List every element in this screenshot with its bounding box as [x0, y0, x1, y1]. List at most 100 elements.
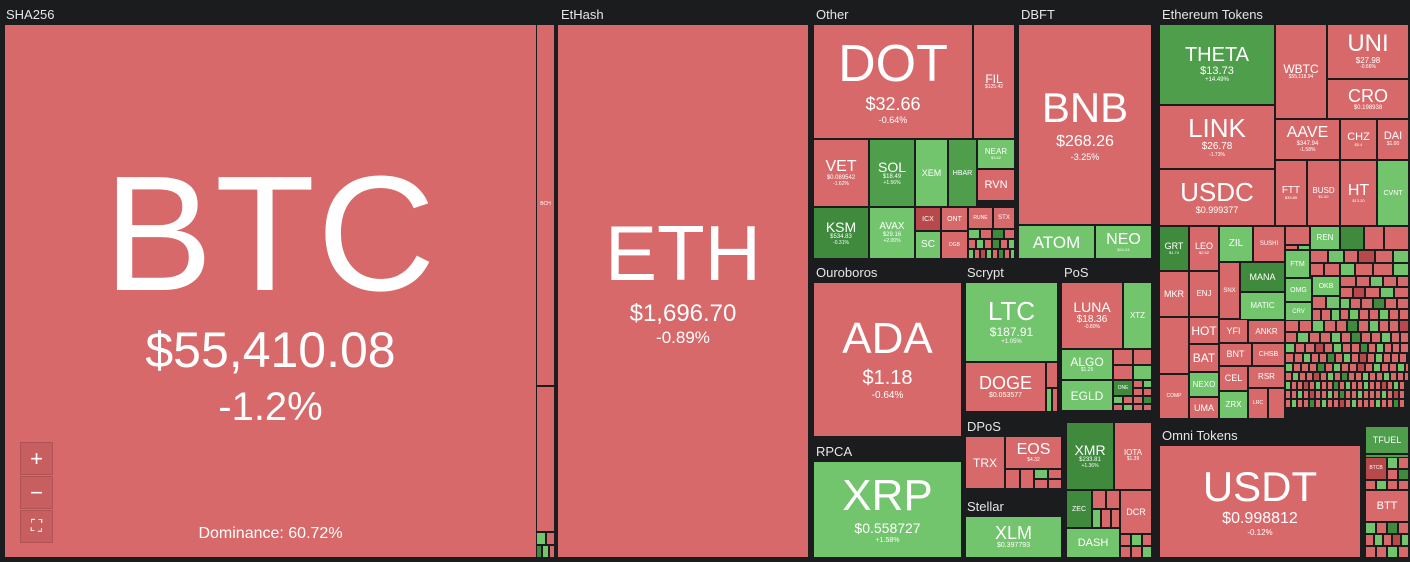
- tile-xtz[interactable]: XTZ: [1123, 282, 1152, 349]
- tile-eth-token-small-5[interactable]: [1159, 317, 1189, 374]
- tile-neo[interactable]: NEO $41.24: [1095, 225, 1152, 259]
- tile-atom[interactable]: ATOM: [1018, 225, 1095, 259]
- tile-iota[interactable]: IOTA $1.39: [1114, 422, 1152, 490]
- tile-usdt[interactable]: USDT $0.998812 -0.12%: [1159, 445, 1361, 558]
- tile-dgb[interactable]: DGB: [941, 231, 968, 259]
- tile-cvnt[interactable]: CVNT: [1377, 160, 1409, 226]
- tile-dot-price: $32.66: [865, 93, 921, 114]
- tile-hbar[interactable]: HBAR: [948, 139, 977, 207]
- tile-ksm[interactable]: KSM $534.83 -0.31%: [813, 207, 869, 259]
- tile-btt[interactable]: BTT: [1365, 490, 1409, 522]
- tile-dai[interactable]: DAI $1.00: [1377, 119, 1409, 160]
- tile-stx[interactable]: STX: [993, 207, 1015, 229]
- tile-dash[interactable]: DASH: [1066, 528, 1120, 558]
- tile-icx[interactable]: ICX: [915, 207, 941, 231]
- tile-lrc[interactable]: LRC: [1248, 388, 1268, 419]
- tile-sc[interactable]: SC: [915, 231, 941, 259]
- tile-vet[interactable]: VET $0.089542 -1.62%: [813, 139, 869, 207]
- tile-bnb[interactable]: BNB $268.26 -3.25%: [1018, 24, 1152, 225]
- tile-eth[interactable]: ETH $1,696.70 -0.89%: [557, 24, 809, 558]
- tile-ont[interactable]: ONT: [941, 207, 968, 231]
- tile-xem[interactable]: XEM: [915, 139, 948, 207]
- tile-btc[interactable]: BTC $55,410.08 -1.2% Dominance: 60.72%: [4, 24, 537, 558]
- tile-matic[interactable]: MATIC: [1240, 292, 1285, 320]
- tile-near[interactable]: NEAR $3.62: [977, 139, 1015, 169]
- tile-bch[interactable]: BCH: [536, 24, 555, 386]
- tile-tfuel[interactable]: TFUEL: [1365, 426, 1409, 454]
- tile-ltc[interactable]: LTC $187.91 +1.05%: [965, 282, 1058, 362]
- tile-trx-symbol: TRX: [973, 455, 997, 470]
- tile-comp[interactable]: COMP: [1159, 374, 1189, 419]
- tile-cel[interactable]: CEL: [1219, 366, 1248, 391]
- tile-btcb[interactable]: BTCB: [1365, 457, 1387, 480]
- tile-eth-token-small-1[interactable]: [1285, 226, 1310, 245]
- tile-bat[interactable]: BAT: [1189, 344, 1219, 372]
- tile-eos[interactable]: EOS $4.32: [1005, 436, 1062, 469]
- tile-ada[interactable]: ADA $1.18 -0.64%: [813, 282, 962, 437]
- tile-chz[interactable]: CHZ $0.4: [1340, 119, 1377, 160]
- mosaic-scrypt-small: [1046, 362, 1058, 412]
- tile-busd[interactable]: BUSD $1.00: [1307, 160, 1340, 226]
- tile-xmr[interactable]: XMR $233.81 +1.36%: [1066, 422, 1114, 490]
- zoom-in-button[interactable]: +: [20, 442, 53, 475]
- tile-zrx[interactable]: ZRX: [1219, 391, 1248, 419]
- tile-crv[interactable]: CRV: [1285, 302, 1312, 322]
- tile-stx-symbol: STX: [998, 215, 1010, 221]
- tile-rune[interactable]: RUNE: [968, 207, 993, 229]
- tile-nexo[interactable]: NEXO: [1189, 372, 1219, 397]
- tile-grt[interactable]: GRT $1.74: [1159, 226, 1189, 271]
- tile-ftt[interactable]: FTT $39.85: [1275, 160, 1307, 226]
- tile-eth-token-small-6[interactable]: [1268, 388, 1285, 419]
- tile-fil[interactable]: FIL $125.42: [973, 24, 1015, 139]
- tile-leo[interactable]: LEO $2.52: [1189, 226, 1219, 271]
- tile-cro[interactable]: CRO $0.198938: [1327, 79, 1409, 119]
- tile-luna[interactable]: LUNA $18.36 -0.80%: [1061, 282, 1123, 349]
- tile-rvn[interactable]: RVN: [977, 169, 1015, 201]
- tile-egld[interactable]: EGLD: [1061, 380, 1113, 411]
- tile-ren[interactable]: REN: [1310, 226, 1340, 250]
- tile-uni[interactable]: UNI $27.98 -0.66%: [1327, 24, 1409, 79]
- tile-theta[interactable]: THETA $13.73 +14.49%: [1159, 24, 1275, 105]
- tile-bnt[interactable]: BNT: [1219, 343, 1252, 366]
- tile-aave[interactable]: AAVE $347.94 -1.58%: [1275, 119, 1340, 160]
- tile-trx[interactable]: TRX: [965, 436, 1005, 489]
- tile-wbtc[interactable]: WBTC $55,118.94: [1275, 24, 1327, 119]
- tile-enj[interactable]: ENJ: [1189, 271, 1219, 317]
- tile-hot[interactable]: HOT: [1189, 317, 1219, 344]
- tile-usdc[interactable]: USDC $0.999377: [1159, 169, 1275, 226]
- tile-sushi[interactable]: SUSHI: [1253, 226, 1285, 262]
- tile-xlm[interactable]: XLM $0.397793: [965, 516, 1062, 558]
- tile-mana[interactable]: MANA: [1240, 262, 1285, 292]
- tile-sha256-small-1[interactable]: [536, 386, 555, 532]
- tile-algo[interactable]: ALGO $1.25: [1061, 349, 1113, 380]
- tile-dcr[interactable]: DCR: [1120, 490, 1152, 534]
- tile-dot[interactable]: DOT $32.66 -0.64%: [813, 24, 973, 139]
- tile-eth-token-small-4[interactable]: [1384, 226, 1409, 250]
- tile-ht[interactable]: HT $13.20: [1340, 160, 1377, 226]
- tile-rsr[interactable]: RSR: [1248, 366, 1285, 388]
- tile-snx[interactable]: SNX: [1219, 262, 1240, 319]
- tile-link[interactable]: LINK $26.78 -1.73%: [1159, 105, 1275, 169]
- fullscreen-button[interactable]: ⛶: [20, 510, 53, 543]
- tile-ankr[interactable]: ANKR: [1248, 320, 1285, 343]
- tile-eth-token-small-2[interactable]: [1340, 226, 1364, 250]
- tile-dai-symbol: DAI: [1383, 130, 1403, 143]
- tile-chsb[interactable]: CHSB: [1252, 343, 1285, 366]
- tile-okb[interactable]: OKB: [1312, 276, 1340, 296]
- tile-doge[interactable]: DOGE $0.053577: [965, 362, 1046, 412]
- tile-sol[interactable]: SOL $18.49 +1.56%: [869, 139, 915, 207]
- tile-xrp[interactable]: XRP $0.558727 +1.58%: [813, 461, 962, 558]
- tile-mkr[interactable]: MKR: [1159, 271, 1189, 317]
- zoom-out-button[interactable]: −: [20, 476, 53, 509]
- tile-avax[interactable]: AVAX $29.16 +2.00%: [869, 207, 915, 259]
- tile-one[interactable]: ONE: [1113, 380, 1133, 396]
- tile-zec[interactable]: ZEC: [1066, 490, 1092, 528]
- tile-ht-symbol: HT: [1347, 181, 1370, 199]
- tile-eth-token-small-3[interactable]: [1364, 226, 1384, 250]
- tile-zil[interactable]: ZIL: [1219, 226, 1253, 262]
- tile-yfi[interactable]: YFI: [1219, 319, 1248, 343]
- tile-omg[interactable]: OMG: [1285, 278, 1312, 302]
- tile-ftm[interactable]: FTM: [1285, 250, 1310, 278]
- tile-uma[interactable]: UMA: [1189, 397, 1219, 419]
- tile-xem-symbol: XEM: [921, 167, 942, 178]
